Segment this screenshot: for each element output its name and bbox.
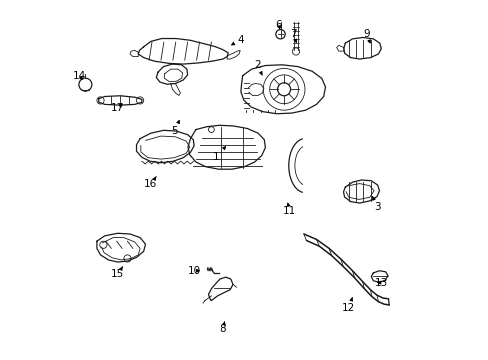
Text: 9: 9 xyxy=(363,29,370,43)
Text: 4: 4 xyxy=(231,35,244,45)
Text: 2: 2 xyxy=(253,60,262,75)
Text: 5: 5 xyxy=(171,121,179,136)
Text: 14: 14 xyxy=(73,71,86,81)
Text: 11: 11 xyxy=(282,203,296,216)
Text: 12: 12 xyxy=(342,297,355,313)
Text: 13: 13 xyxy=(374,278,387,288)
Text: 10: 10 xyxy=(187,266,200,276)
Text: 16: 16 xyxy=(144,176,157,189)
Text: 17: 17 xyxy=(111,103,124,113)
Text: 6: 6 xyxy=(275,20,282,30)
Text: 15: 15 xyxy=(111,266,124,279)
Text: 1: 1 xyxy=(212,147,225,162)
Text: 7: 7 xyxy=(289,29,296,42)
Text: 3: 3 xyxy=(372,197,380,212)
Text: 8: 8 xyxy=(219,321,226,334)
